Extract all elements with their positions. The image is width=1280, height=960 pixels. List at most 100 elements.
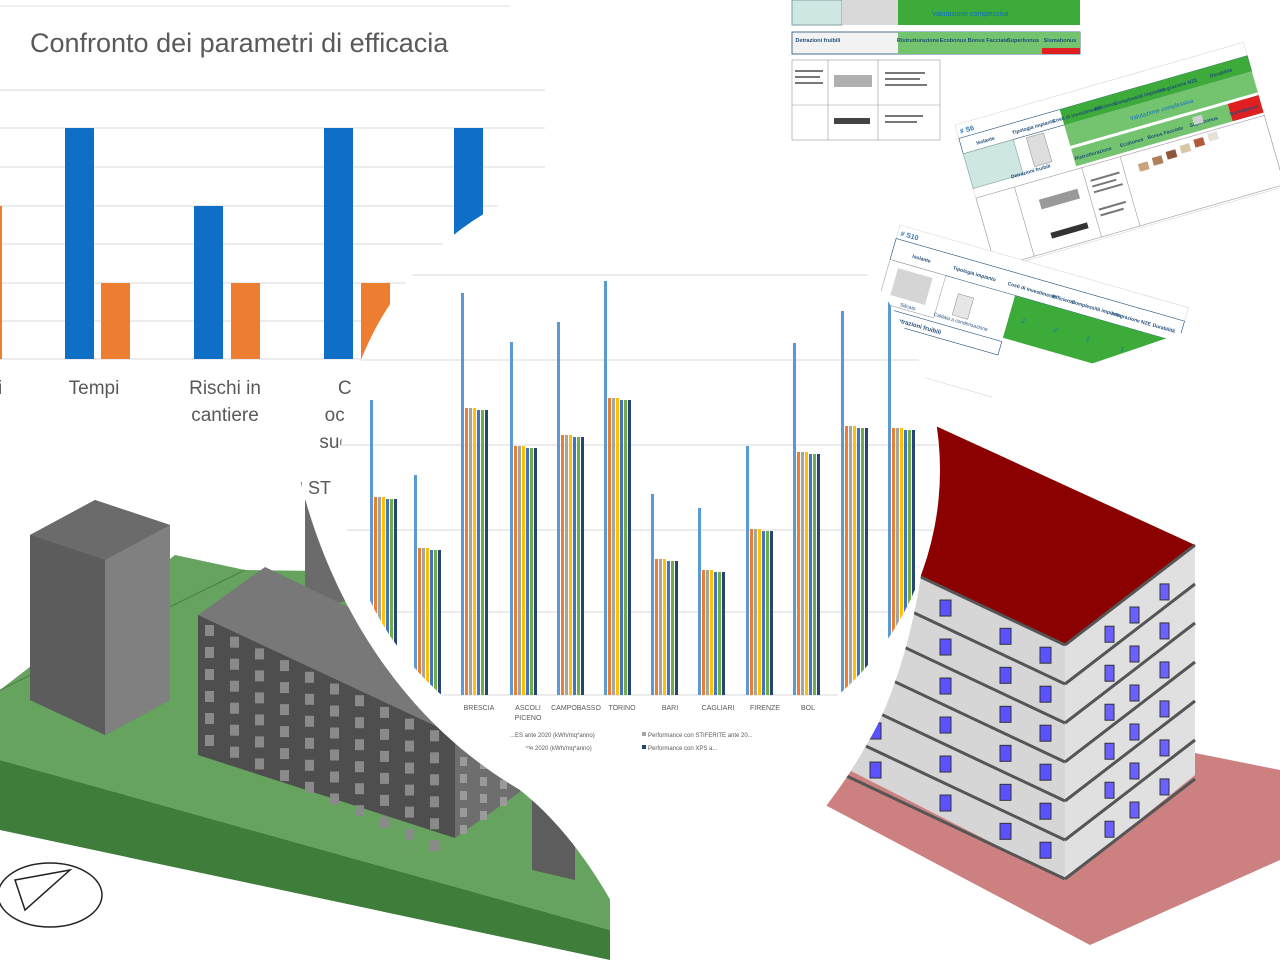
window bbox=[460, 740, 467, 749]
window bbox=[1039, 841, 1052, 859]
bar bbox=[231, 283, 260, 359]
category-label: Tempi bbox=[69, 378, 120, 399]
bar bbox=[702, 570, 705, 695]
north-arrow-icon bbox=[0, 862, 103, 928]
bar bbox=[710, 570, 713, 695]
floor-slab bbox=[1064, 621, 1196, 725]
center-legend: ...ES ante 2020 (kWh/mq*anno) Performance… bbox=[510, 732, 753, 752]
window bbox=[939, 794, 952, 812]
window bbox=[405, 762, 414, 774]
bar bbox=[655, 559, 658, 695]
window bbox=[280, 704, 289, 716]
floor-slab bbox=[1064, 660, 1196, 764]
window bbox=[230, 724, 239, 736]
window bbox=[1159, 661, 1170, 679]
window bbox=[500, 746, 507, 755]
building-windows bbox=[205, 625, 507, 852]
bar bbox=[557, 322, 560, 695]
category-label: BOL bbox=[801, 705, 815, 712]
window bbox=[405, 828, 414, 840]
window bbox=[255, 648, 264, 660]
window bbox=[480, 777, 487, 786]
bar bbox=[324, 128, 353, 359]
doc-header-cell: Isolante bbox=[911, 254, 931, 265]
window bbox=[939, 599, 952, 617]
window bbox=[999, 822, 1012, 840]
bar bbox=[904, 430, 907, 695]
window bbox=[1104, 664, 1115, 682]
window bbox=[205, 691, 214, 702]
bar bbox=[667, 561, 670, 695]
window bbox=[939, 677, 952, 695]
bar bbox=[766, 531, 769, 695]
bar bbox=[485, 410, 488, 695]
bar bbox=[370, 400, 373, 695]
window bbox=[500, 763, 507, 772]
window bbox=[1159, 739, 1170, 757]
category-label: FIRENZE bbox=[750, 705, 780, 712]
bar bbox=[418, 548, 421, 695]
window bbox=[869, 722, 882, 740]
doc-header-cell: Ristrutturazione bbox=[897, 38, 939, 44]
window bbox=[205, 647, 214, 658]
bar bbox=[624, 400, 627, 695]
floor-slab bbox=[1064, 738, 1196, 842]
window bbox=[205, 669, 214, 680]
window bbox=[280, 770, 289, 782]
bar bbox=[698, 508, 701, 695]
window bbox=[305, 781, 314, 793]
bar bbox=[534, 448, 537, 695]
bar bbox=[374, 497, 377, 695]
legend-label: Performance con STIFERITE ante 20... bbox=[648, 733, 753, 739]
window bbox=[460, 791, 467, 800]
window bbox=[1039, 685, 1052, 703]
bar bbox=[518, 446, 521, 695]
window bbox=[1104, 781, 1115, 799]
bar bbox=[194, 206, 223, 359]
center-chart: BRESCIA ASCOLI PICENO CAMPOBASSO TORINO BARI C… bbox=[340, 170, 940, 770]
bar bbox=[465, 408, 468, 695]
window bbox=[380, 772, 389, 784]
window bbox=[1129, 762, 1140, 780]
window bbox=[480, 794, 487, 803]
bar bbox=[473, 408, 476, 695]
bar bbox=[750, 529, 753, 695]
window bbox=[355, 805, 364, 817]
window bbox=[430, 774, 439, 786]
floor-slab bbox=[1064, 699, 1196, 803]
window bbox=[355, 717, 364, 729]
bar bbox=[896, 428, 899, 695]
window bbox=[1129, 606, 1140, 624]
bar bbox=[530, 448, 533, 695]
bar bbox=[758, 529, 761, 695]
bar bbox=[845, 426, 848, 695]
window bbox=[230, 680, 239, 692]
window bbox=[1104, 703, 1115, 721]
window bbox=[305, 737, 314, 749]
doc-top-summary: Valutazione complessiva bbox=[932, 11, 1009, 18]
window bbox=[330, 727, 339, 739]
window bbox=[1129, 645, 1140, 663]
window bbox=[869, 761, 882, 779]
window bbox=[280, 682, 289, 694]
window bbox=[430, 752, 439, 764]
bar bbox=[908, 430, 911, 695]
window bbox=[405, 806, 414, 818]
window bbox=[230, 746, 239, 758]
category-label: CAMPOBASSO bbox=[551, 705, 601, 712]
bar bbox=[675, 561, 678, 695]
bar bbox=[378, 497, 381, 695]
category-label: i bbox=[0, 378, 2, 399]
window bbox=[999, 627, 1012, 645]
window bbox=[869, 683, 882, 701]
legend-label: ...ES ante 2020 (kWh/mq*anno) bbox=[510, 733, 595, 739]
category-label: Rischi in bbox=[189, 378, 261, 399]
doc-header-cell: Sismabonus bbox=[1044, 38, 1077, 44]
window bbox=[430, 796, 439, 808]
doc-top-headers: Detrazioni fruibili Ristrutturazione Ecobo… bbox=[796, 38, 1077, 44]
bar bbox=[394, 499, 397, 695]
bar bbox=[770, 531, 773, 695]
